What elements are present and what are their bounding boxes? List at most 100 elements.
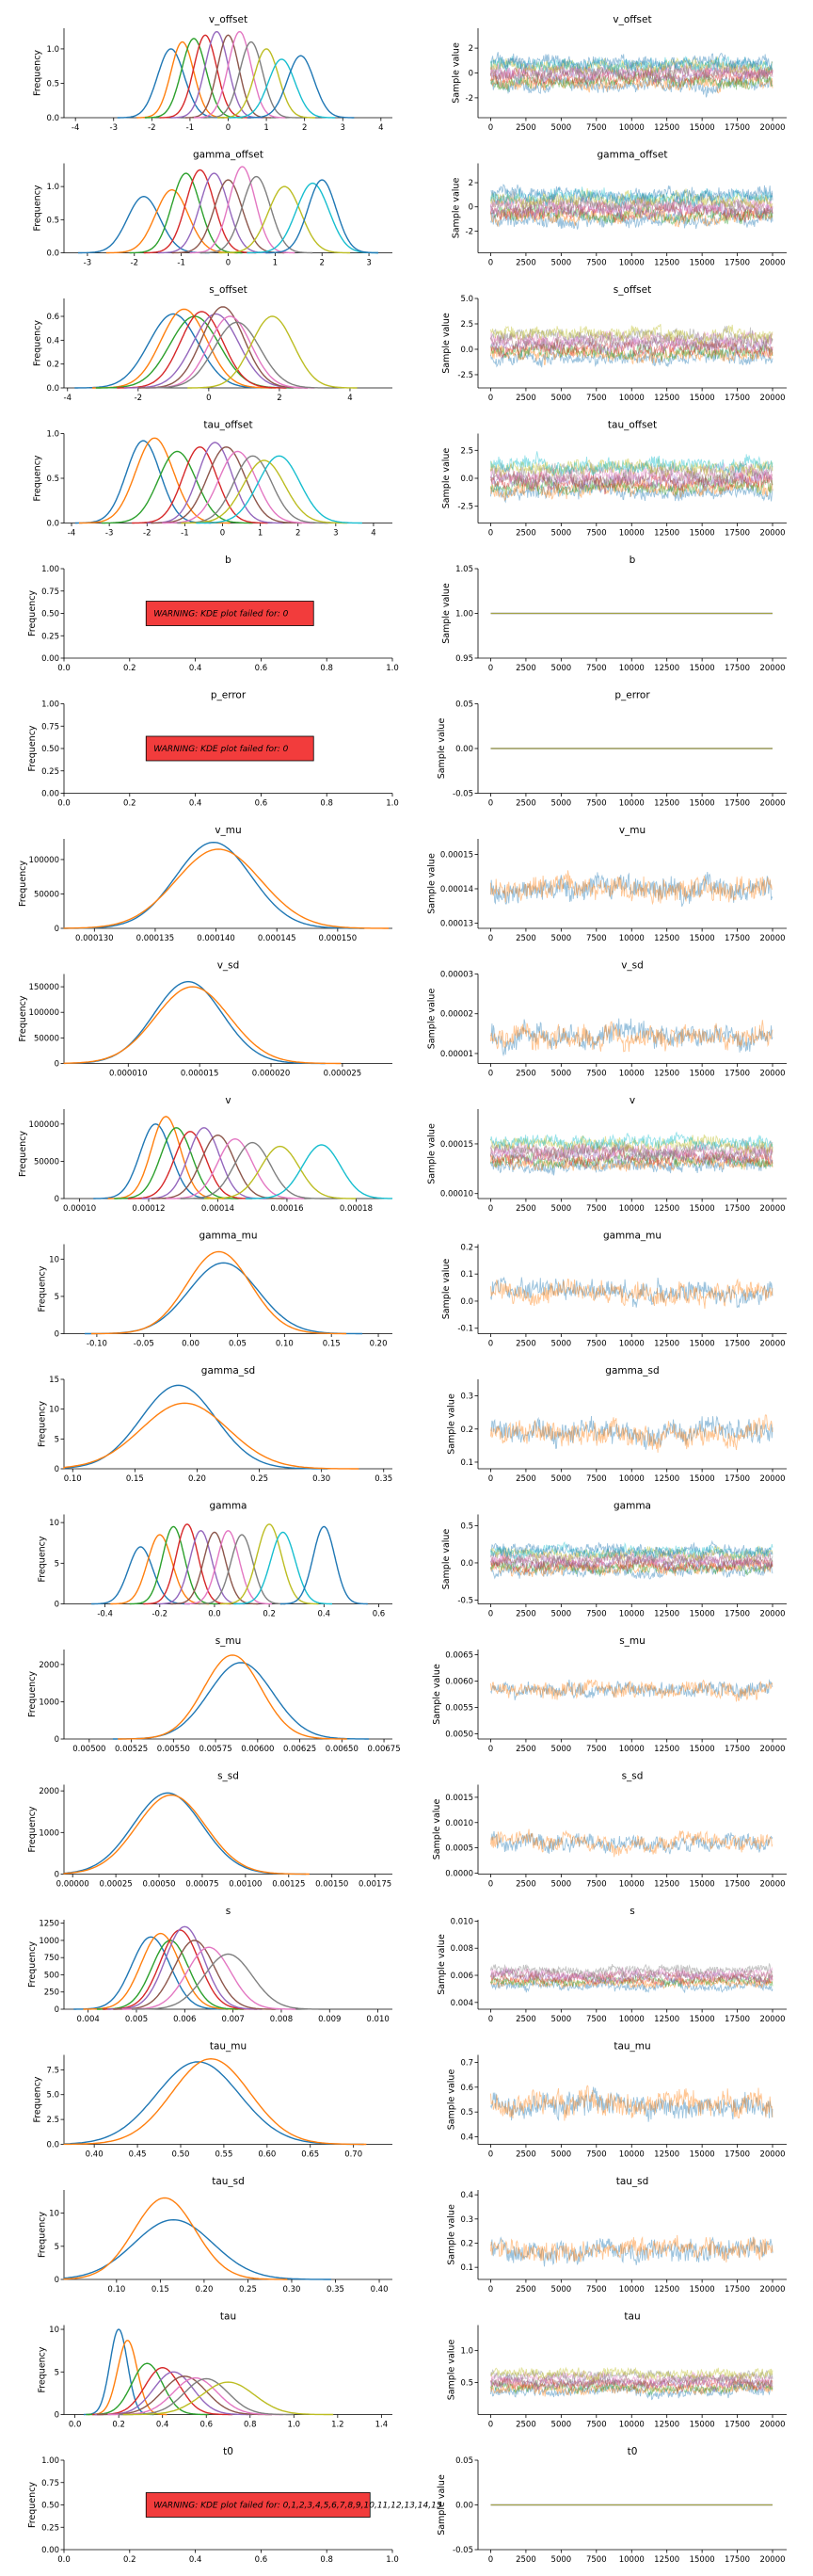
density-ytick-label: 0.00 bbox=[41, 790, 59, 799]
trace-xtick-label: 7500 bbox=[586, 799, 607, 809]
trace-xtick-label: 0 bbox=[488, 664, 493, 673]
trace-ytick-label: 0.010 bbox=[451, 1917, 473, 1926]
density-panel: 0.10 0.15 0.20 0.25 0.30 0.35 0.40 0 5 10 tau_sd Fr… bbox=[38, 2176, 392, 2294]
trace-xtick-label: 7500 bbox=[586, 2015, 607, 2024]
trace-line bbox=[490, 324, 773, 346]
trace-line bbox=[490, 2368, 773, 2384]
density-curve bbox=[122, 2381, 334, 2416]
trace-xtick-label: 0 bbox=[488, 1745, 493, 1754]
trace-title: tau bbox=[624, 2311, 640, 2323]
trace-line bbox=[490, 1146, 773, 1169]
trace-ytick-label: -0.5 bbox=[457, 1597, 473, 1606]
density-curve bbox=[107, 1925, 263, 2010]
density-xtick-label: 0.000020 bbox=[252, 1070, 291, 1079]
trace-ytick-label: -0.05 bbox=[453, 790, 473, 799]
trace-xtick-label: 20000 bbox=[759, 1610, 785, 1619]
trace-xtick-label: 0 bbox=[488, 123, 493, 133]
density-ylabel: Frequency bbox=[18, 995, 28, 1041]
density-xtick-label: 0.00650 bbox=[326, 1745, 359, 1754]
trace-ytick-label: 2 bbox=[469, 44, 473, 54]
density-curve bbox=[170, 1531, 259, 1605]
trace-ytick-label: 0.0015 bbox=[445, 1794, 473, 1803]
density-ytick-label: 1.0 bbox=[46, 45, 59, 55]
trace-ytick-label: 1.05 bbox=[455, 565, 473, 574]
density-xtick-label: 0.00012 bbox=[132, 1204, 165, 1214]
trace-xtick-label: 12500 bbox=[654, 1610, 679, 1619]
density-xtick-label: 0.15 bbox=[151, 2285, 169, 2294]
trace-xtick-label: 0 bbox=[488, 1204, 493, 1214]
trace-ytick-label: 0.6 bbox=[460, 2084, 473, 2093]
trace-ytick-label: 2 bbox=[469, 179, 473, 188]
density-xtick-label: 0.00500 bbox=[72, 1745, 105, 1754]
trace-xtick-label: 7500 bbox=[586, 2555, 607, 2565]
density-xtick-label: -0.4 bbox=[97, 1610, 113, 1619]
trace-line bbox=[490, 1973, 773, 1988]
density-curve bbox=[219, 1523, 319, 1605]
density-ytick-label: 0.25 bbox=[41, 632, 59, 641]
trace-xtick-label: 7500 bbox=[586, 1880, 607, 1890]
trace-line bbox=[490, 74, 773, 98]
trace-line bbox=[490, 209, 773, 230]
density-panel: 0.00500 0.00525 0.00550 0.00575 0.00600 0.006… bbox=[27, 1635, 400, 1754]
row-v_mu: 0.000130 0.000135 0.000140 0.000145 0.000150… bbox=[18, 825, 787, 943]
trace-line bbox=[490, 2383, 773, 2401]
trace-xtick-label: 7500 bbox=[586, 1610, 607, 1619]
trace-xtick-label: 17500 bbox=[725, 529, 750, 539]
trace-ytick-label: 0.006 bbox=[451, 1972, 473, 1981]
density-xtick-label: 0.2 bbox=[263, 1610, 276, 1619]
trace-xtick-label: 17500 bbox=[725, 2285, 750, 2294]
density-ytick-label: 0.6 bbox=[46, 313, 59, 322]
trace-xtick-label: 5000 bbox=[551, 664, 572, 673]
trace-xtick-label: 12500 bbox=[654, 2555, 679, 2565]
trace-panel: 0 2500 5000 7500 10000 12500 15000 17500 20000 0.… bbox=[441, 555, 787, 673]
trace-ytick-label: 0.05 bbox=[455, 2456, 473, 2466]
trace-line bbox=[490, 466, 773, 488]
density-xtick-label: 0.6 bbox=[199, 2421, 213, 2430]
kde-warning-box bbox=[145, 735, 314, 762]
density-ytick-label: 5 bbox=[55, 2368, 59, 2377]
density-ytick-label: 5 bbox=[55, 2243, 59, 2252]
trace-line bbox=[490, 1554, 773, 1574]
trace-xtick-label: 0 bbox=[488, 1340, 493, 1349]
density-xtick-label: 0.009 bbox=[318, 2015, 341, 2024]
trace-xtick-label: 2500 bbox=[516, 2555, 536, 2565]
density-title: p_error bbox=[211, 690, 247, 701]
trace-line bbox=[490, 1276, 773, 1309]
trace-ylabel: Sample value bbox=[437, 1934, 447, 1995]
density-ytick-label: 0.2 bbox=[46, 361, 59, 370]
density-xtick-label: 0.00600 bbox=[241, 1745, 274, 1754]
density-panel: -4 -3 -2 -1 0 1 2 3 4 0.0 0.5 1.0 v_offset Frequency bbox=[32, 14, 392, 133]
density-ylabel: Frequency bbox=[38, 1265, 48, 1312]
trace-xtick-label: 0 bbox=[488, 799, 493, 809]
density-xtick-label: 0 bbox=[220, 529, 225, 539]
density-curve bbox=[187, 315, 358, 389]
density-xtick-label: 0.005 bbox=[125, 2015, 148, 2024]
density-panel: 0.000010 0.000015 0.000020 0.000025 0 50000 10… bbox=[18, 960, 392, 1079]
density-ytick-label: 5 bbox=[55, 1293, 59, 1302]
trace-ylabel: Sample value bbox=[441, 448, 452, 509]
trace-line bbox=[490, 1415, 773, 1450]
density-xtick-label: 0.00675 bbox=[367, 1745, 400, 1754]
trace-line bbox=[490, 189, 773, 211]
trace-ytick-label: 0.05 bbox=[455, 700, 473, 710]
density-ytick-label: 10 bbox=[49, 1519, 59, 1528]
density-xtick-label: 2 bbox=[295, 529, 300, 539]
density-ytick-label: 10 bbox=[49, 2210, 59, 2219]
trace-panel: 0 2500 5000 7500 10000 12500 15000 17500 20000 0.… bbox=[432, 1635, 787, 1754]
density-curve bbox=[63, 1792, 307, 1876]
trace-xtick-label: 20000 bbox=[759, 799, 785, 809]
trace-line bbox=[490, 2373, 773, 2390]
trace-title: v bbox=[630, 1095, 635, 1106]
trace-ytick-label: 0.0 bbox=[460, 1297, 473, 1307]
trace-xtick-label: 17500 bbox=[725, 2015, 750, 2024]
density-xtick-label: 0.00525 bbox=[115, 1745, 148, 1754]
trace-line bbox=[490, 1968, 773, 1983]
row-gamma_sd: 0.10 0.15 0.20 0.25 0.30 0.35051015gamma_sdFr… bbox=[38, 1365, 787, 1484]
trace-ytick-label: 0.95 bbox=[455, 654, 473, 664]
density-ytick-label: 5 bbox=[55, 1435, 59, 1444]
trace-xtick-label: 20000 bbox=[759, 2421, 785, 2430]
trace-line bbox=[490, 470, 773, 495]
density-curve bbox=[112, 1662, 369, 1740]
density-title: v_sd bbox=[217, 960, 240, 972]
trace-line bbox=[490, 73, 773, 94]
